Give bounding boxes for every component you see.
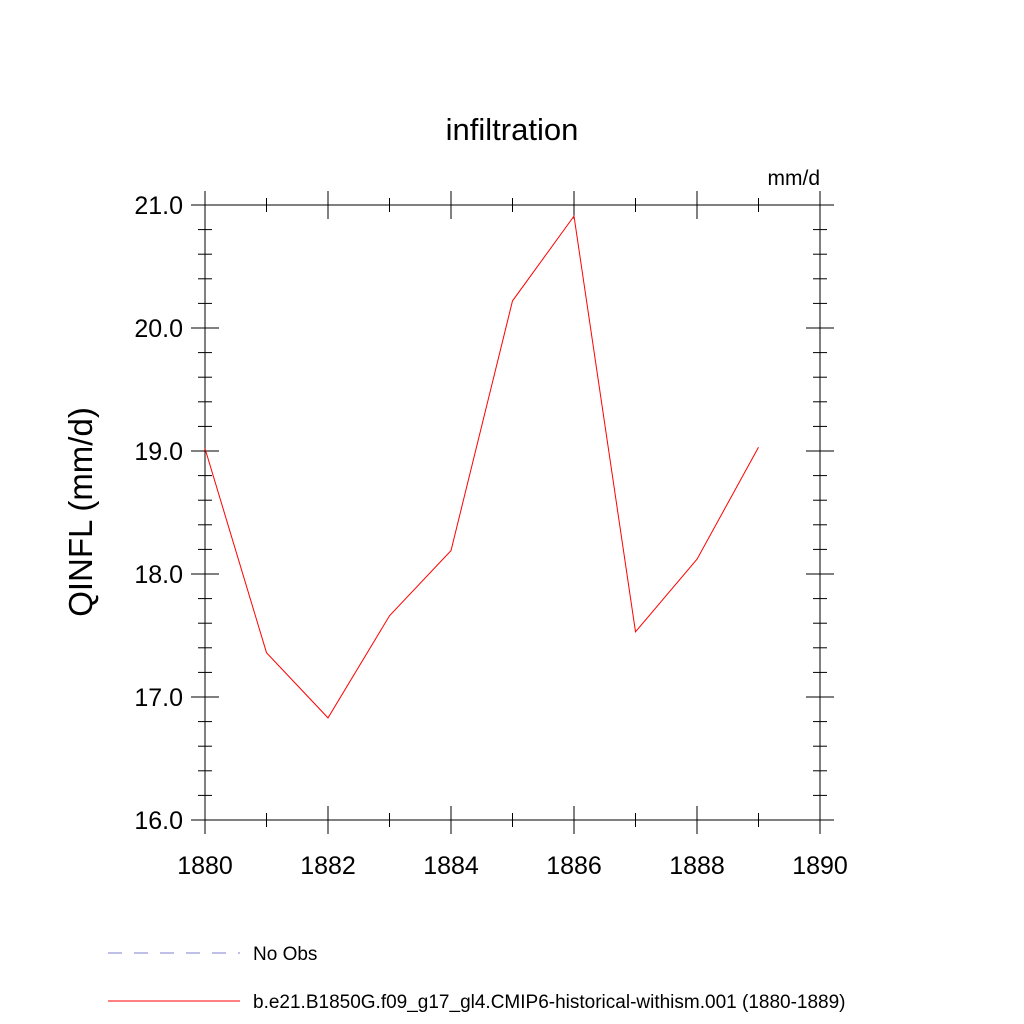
y-tick-label: 19.0 [134,438,183,466]
chart-title: infiltration [446,112,579,147]
x-tick-label: 1886 [546,852,602,880]
legend-label-model: b.e21.B1850G.f09_g17_gl4.CMIP6-historica… [253,992,846,1013]
y-tick-label: 16.0 [134,807,183,835]
y-axis-label: QINFL (mm/d) [62,407,99,617]
y-tick-label: 21.0 [134,192,183,220]
legend-label-no-obs: No Obs [253,944,317,965]
legend: No Obs b.e21.B1850G.f09_g17_gl4.CMIP6-hi… [108,944,846,1013]
y-tick-label: 18.0 [134,561,183,589]
plot-frame [204,204,821,821]
x-tick-label: 1880 [177,852,233,880]
axis-ticks [191,191,834,834]
y-tick-label: 17.0 [134,684,183,712]
x-tick-label: 1890 [792,852,848,880]
series-line [204,214,759,719]
x-tick-label: 1888 [669,852,725,880]
series-layer [204,214,759,719]
x-tick-label: 1882 [300,852,356,880]
y-tick-label: 20.0 [134,315,183,343]
x-tick-label: 1884 [423,852,479,880]
y-tick-labels: 16.0 17.0 18.0 19.0 20.0 21.0 [134,192,183,835]
units-label: mm/d [768,167,821,190]
x-tick-labels: 1880 1882 1884 1886 1888 1890 [177,852,848,880]
